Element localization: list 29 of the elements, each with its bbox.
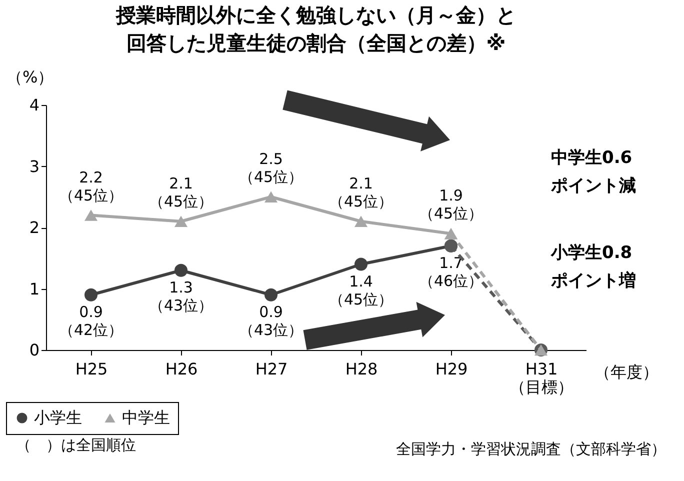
data-label: 1.9 （45位） [418,186,484,223]
data-label: 2.1 （45位） [148,174,214,210]
x-tick-label: H26 [165,360,198,378]
text: 全国学力・学習状況調査（文部科学省） [396,440,666,458]
annotation: 中学生0.6 ポイント減 [550,148,636,196]
y-tick-label: 1 [29,279,40,298]
data-label: 0.9 （43位） [238,302,304,339]
y-tick-label: 0 [29,340,40,360]
data-label: 1.4 （45位） [328,272,394,308]
x-tick-label: H31 （目標） [510,360,574,396]
legend-label: 中学生 [122,408,170,427]
data-label: 1.3 （43位） [148,278,214,314]
x-tick-label: H25 [75,360,108,378]
x-tick-label: H29 [435,360,468,378]
annotation: 小学生0.8 ポイント増 [550,243,636,291]
x-tick-label: H27 [255,360,288,378]
legend-label: 小学生 [34,408,82,427]
data-label: 0.9 （42位） [58,302,124,339]
y-axis-title: （%） [6,68,54,86]
y-tick-label: 2 [29,218,40,237]
data-label: 2.2 （45位） [58,168,124,204]
x-tick-label: H28 [345,360,378,378]
data-label: 2.5 （45位） [238,150,304,186]
y-tick-label: 3 [29,156,40,176]
data-label: 2.1 （45位） [328,174,394,210]
text: （ ）は全国順位 [16,436,136,454]
x-axis-title: （年度） [594,362,658,382]
y-tick-label: 4 [29,96,40,114]
chart-title: 授業時間以外に全く勉強しない（月～金）と回答した児童生徒の割合（全国との差）※ [115,3,516,55]
